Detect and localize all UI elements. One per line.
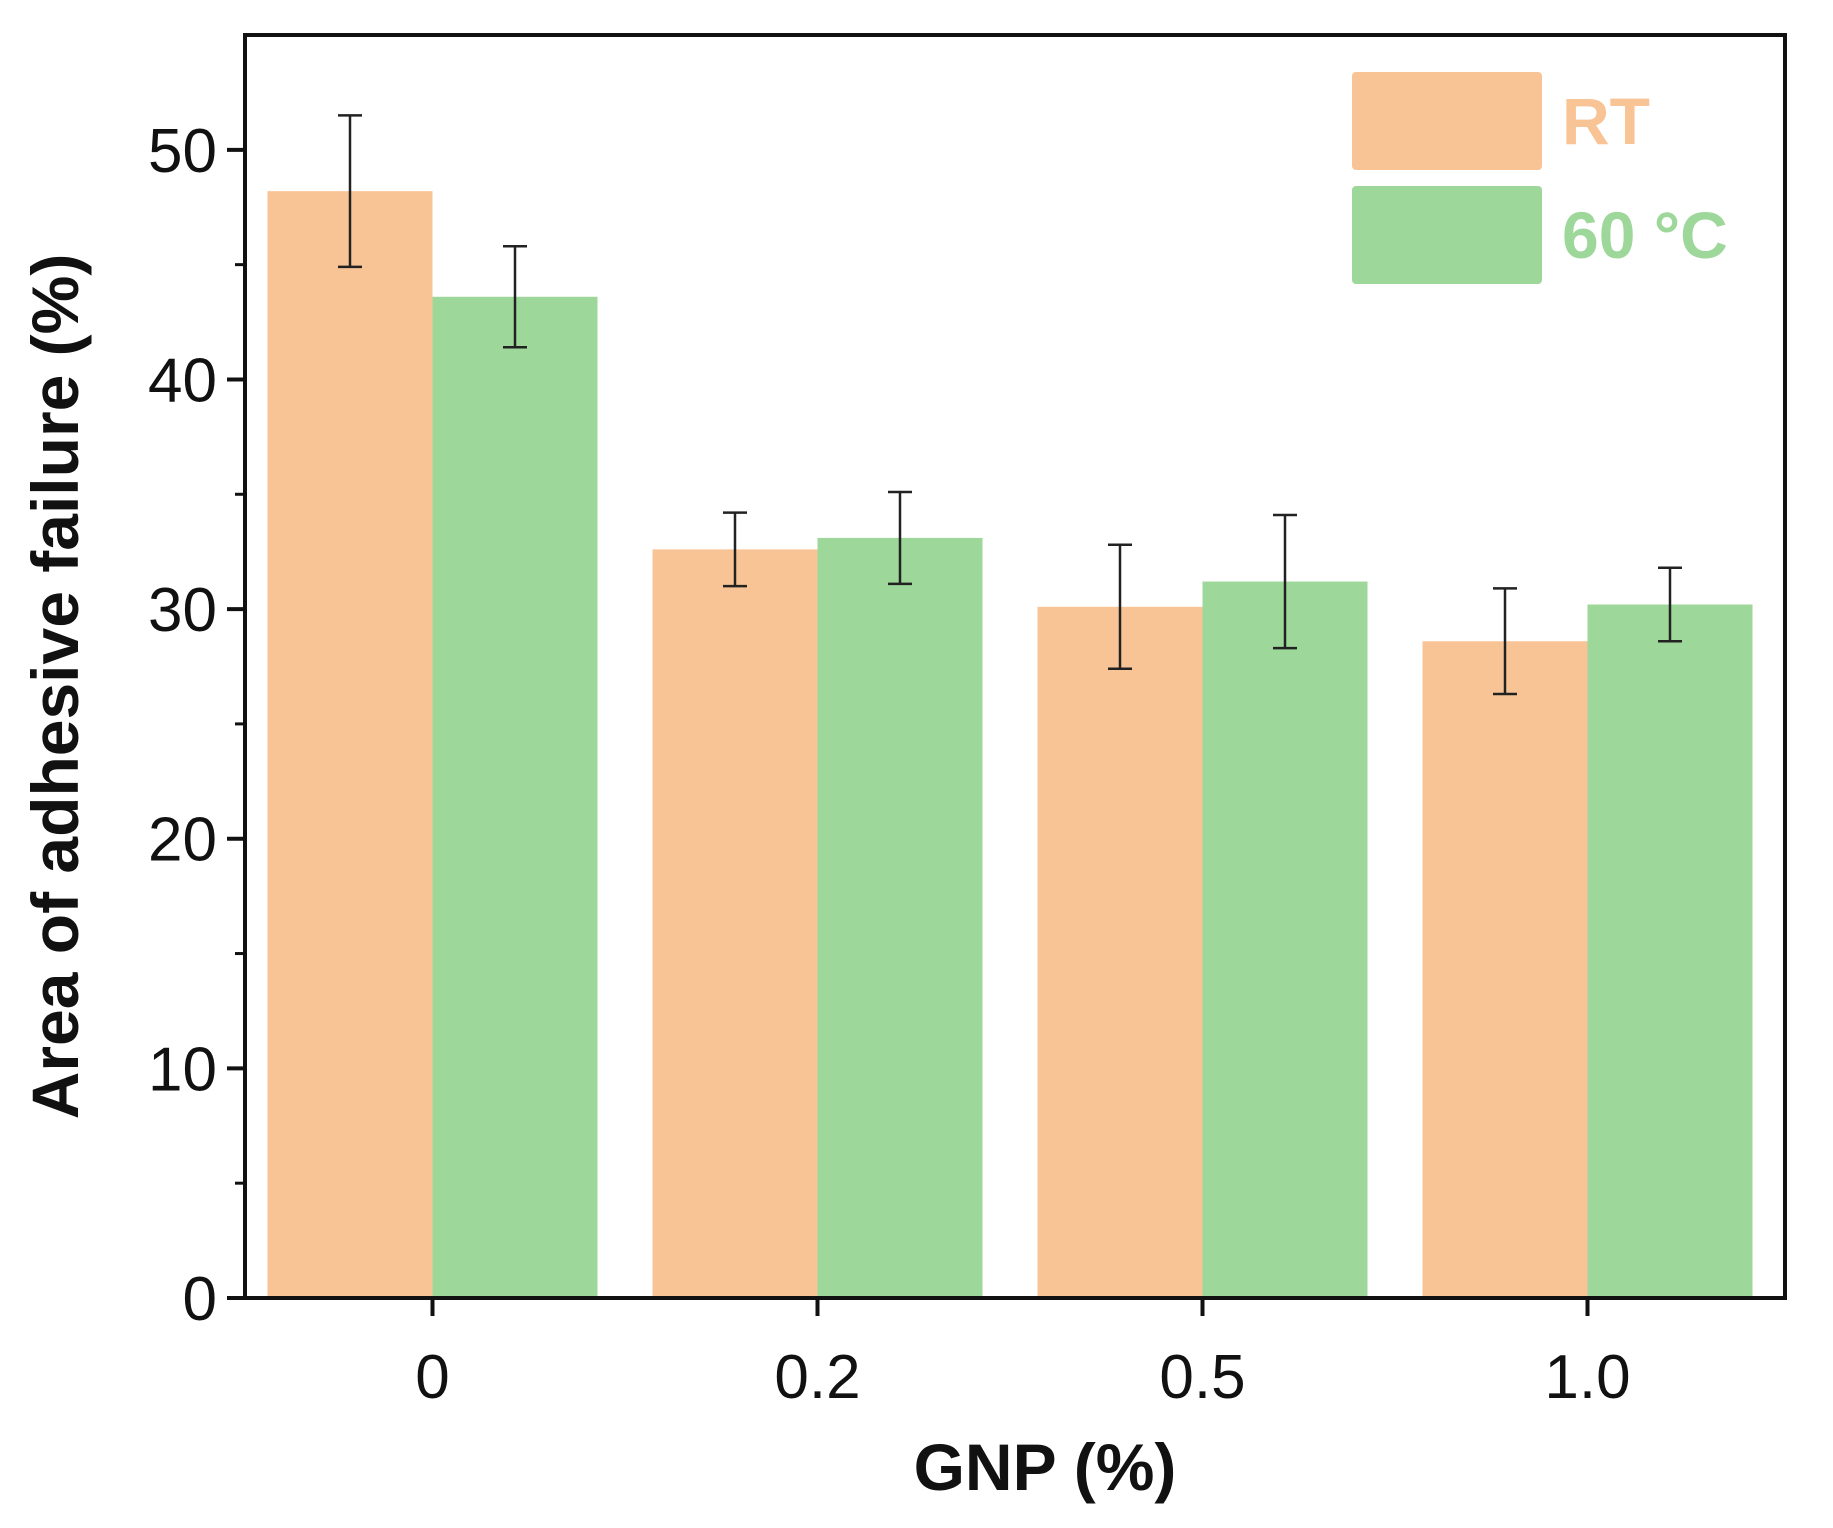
error-bar-60c-1.0: [1658, 566, 1682, 643]
bar-rt-1.0: [1422, 641, 1588, 1298]
y-tick-label: 40: [148, 346, 217, 415]
y-tick-label: 30: [148, 576, 217, 645]
y-tick-label: 20: [148, 806, 217, 875]
x-tick-label: 0.2: [774, 1343, 860, 1412]
x-axis: 0 0.2 0.5 1.0: [415, 1298, 1631, 1412]
bar-rt-0: [267, 191, 433, 1299]
error-bar-60c-0.5: [1273, 513, 1297, 650]
x-tick-label: 0.5: [1159, 1343, 1245, 1412]
x-tick-label: 1.0: [1544, 1343, 1630, 1412]
x-tick-label: 0: [415, 1343, 449, 1412]
legend: RT 60 °C: [1352, 72, 1728, 284]
y-tick-label: 50: [148, 117, 217, 186]
legend-swatch-rt: [1352, 72, 1542, 170]
y-tick-label: 10: [148, 1035, 217, 1104]
bar-60c-0.5: [1202, 581, 1368, 1298]
error-bar-rt-0.2: [723, 511, 747, 588]
x-axis-title: GNP (%): [914, 1430, 1177, 1504]
legend-label-rt: RT: [1562, 84, 1650, 158]
error-bar-rt-1.0: [1493, 587, 1517, 696]
error-bars-layer: [338, 114, 1682, 696]
bars-layer: [267, 191, 1753, 1299]
error-bar-60c-0.2: [888, 490, 912, 586]
bar-rt-0.5: [1037, 606, 1203, 1298]
error-bar-rt-0: [338, 114, 362, 269]
y-tick-label: 0: [183, 1265, 217, 1334]
error-bar-60c-0: [503, 245, 527, 349]
bar-60c-1.0: [1587, 604, 1753, 1298]
error-bar-rt-0.5: [1108, 543, 1132, 671]
bar-60c-0.2: [817, 537, 983, 1298]
legend-label-60c: 60 °C: [1562, 198, 1728, 272]
plot-frame: [243, 33, 1787, 1300]
bar-rt-0.2: [652, 549, 818, 1298]
bar-60c-0: [432, 296, 598, 1298]
legend-swatch-60c: [1352, 186, 1542, 284]
y-axis-title: Area of adhesive failure (%): [18, 254, 92, 1120]
y-axis: 0 10 20 30 40 50: [148, 117, 245, 1334]
